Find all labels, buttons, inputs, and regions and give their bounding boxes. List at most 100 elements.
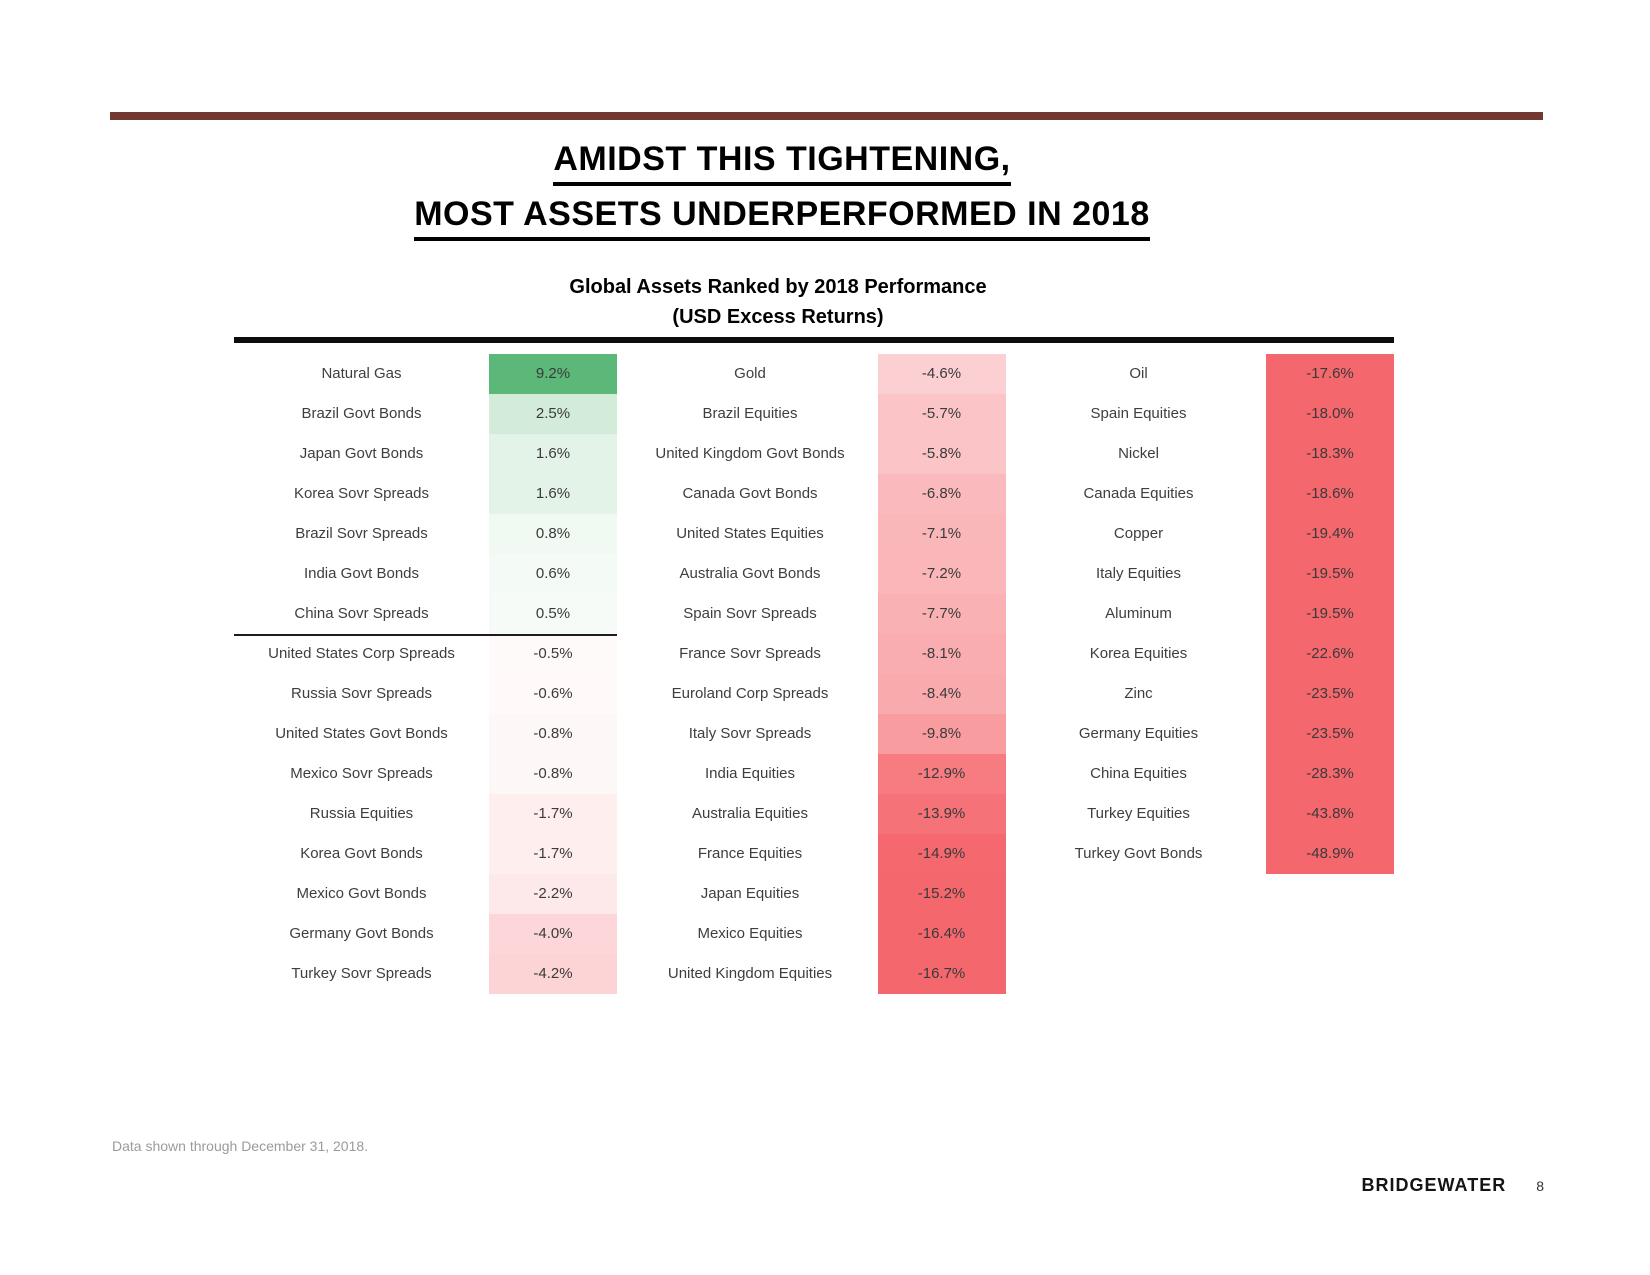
asset-label: Russia Equities	[309, 805, 414, 822]
table-row: Spain Equities -18.0%	[1011, 394, 1394, 434]
table-row: Korea Sovr Spreads 1.6%	[234, 474, 617, 514]
asset-label: Natural Gas	[321, 365, 402, 382]
performance-table: Natural Gas 9.2% Brazil Govt Bonds 2.5% Japa…	[234, 337, 1394, 994]
asset-label: France Equities	[697, 845, 803, 862]
asset-label: Turkey Govt Bonds	[1074, 845, 1203, 862]
asset-label: France Sovr Spreads	[679, 645, 821, 662]
asset-value: -8.1%	[877, 634, 1006, 674]
asset-value: -6.8%	[877, 474, 1006, 514]
asset-label: Brazil Govt Bonds	[301, 405, 422, 422]
table-row: Turkey Equities -43.8%	[1011, 794, 1394, 834]
table-row: Brazil Equities -5.7%	[623, 394, 1006, 434]
table-row: Canada Govt Bonds -6.8%	[623, 474, 1006, 514]
asset-value: 9.2%	[489, 354, 617, 394]
asset-label: Nickel	[1118, 445, 1159, 462]
table-row: Spain Sovr Spreads -7.7%	[623, 594, 1006, 634]
table-row: Korea Equities -22.6%	[1011, 634, 1394, 674]
asset-value: -1.7%	[489, 834, 617, 874]
asset-label: Germany Equities	[1078, 725, 1199, 742]
table-row: Russia Sovr Spreads -0.6%	[234, 674, 617, 714]
asset-label: Euroland Corp Spreads	[671, 685, 829, 702]
chart-header: Global Assets Ranked by 2018 Performance…	[0, 272, 1556, 332]
asset-label: Australia Equities	[692, 805, 808, 822]
asset-value: -2.2%	[489, 874, 617, 914]
zero-line-divider	[234, 634, 617, 636]
table-row: China Sovr Spreads 0.5%	[234, 594, 617, 634]
asset-value: -0.8%	[489, 714, 617, 754]
table-row: Australia Equities -13.9%	[623, 794, 1006, 834]
slide-title-text-2: MOST ASSETS UNDERPERFORMED IN 2018	[414, 195, 1150, 241]
table-row: China Equities -28.3%	[1011, 754, 1394, 794]
asset-value: -8.4%	[877, 674, 1006, 714]
asset-label: Russia Sovr Spreads	[291, 685, 432, 702]
table-row: Brazil Govt Bonds 2.5%	[234, 394, 617, 434]
table-row: France Equities -14.9%	[623, 834, 1006, 874]
table-row: Japan Govt Bonds 1.6%	[234, 434, 617, 474]
asset-value: -4.0%	[489, 914, 617, 954]
asset-label: Aluminum	[1105, 605, 1172, 622]
asset-label: Mexico Govt Bonds	[296, 885, 427, 902]
table-row: United Kingdom Equities -16.7%	[623, 954, 1006, 994]
slide-title-line-2: MOST ASSETS UNDERPERFORMED IN 2018	[0, 195, 1564, 241]
asset-label: United States Corp Spreads	[268, 645, 455, 662]
table-row: Copper -19.4%	[1011, 514, 1394, 554]
table-row: Germany Equities -23.5%	[1011, 714, 1394, 754]
table-column-group-3: Oil -17.6% Spain Equities -18.0% Nickel -18.3…	[1011, 354, 1394, 994]
asset-label: Japan Govt Bonds	[299, 445, 424, 462]
table-row: Aluminum -19.5%	[1011, 594, 1394, 634]
asset-label: United States Govt Bonds	[275, 725, 448, 742]
table-row: United Kingdom Govt Bonds -5.8%	[623, 434, 1006, 474]
table-row: Oil -17.6%	[1011, 354, 1394, 394]
slide-title-line-1: AMIDST THIS TIGHTENING,	[0, 140, 1564, 186]
asset-value: -28.3%	[1266, 754, 1394, 794]
asset-value: -16.7%	[877, 954, 1006, 994]
chart-title: Global Assets Ranked by 2018 Performance	[569, 276, 987, 298]
asset-value: 2.5%	[489, 394, 617, 434]
asset-value: -14.9%	[877, 834, 1006, 874]
asset-label: United Kingdom Govt Bonds	[655, 445, 845, 462]
asset-label: Gold	[734, 365, 766, 382]
asset-label: China Sovr Spreads	[294, 605, 429, 622]
asset-value: -16.4%	[877, 914, 1006, 954]
asset-label: Oil	[1129, 365, 1148, 382]
bridgewater-logo: BRIDGEWATER	[1361, 1175, 1507, 1195]
asset-label: Italy Equities	[1095, 565, 1182, 582]
table-row: Mexico Govt Bonds -2.2%	[234, 874, 617, 914]
asset-label: Turkey Sovr Spreads	[291, 965, 432, 982]
asset-label: Spain Equities	[1090, 405, 1187, 422]
table-row: Gold -4.6%	[623, 354, 1006, 394]
asset-value: 0.8%	[489, 514, 617, 554]
asset-value: -43.8%	[1266, 794, 1394, 834]
asset-label: Japan Equities	[700, 885, 800, 902]
table-column-group-1: Natural Gas 9.2% Brazil Govt Bonds 2.5% Japa…	[234, 354, 617, 994]
asset-value: -22.6%	[1266, 634, 1394, 674]
table-column-group-2: Gold -4.6% Brazil Equities -5.7% United King…	[623, 354, 1006, 994]
footer-right: BRIDGEWATER 8	[1362, 1175, 1544, 1196]
asset-value: -13.9%	[877, 794, 1006, 834]
data-footnote: Data shown through December 31, 2018.	[112, 1138, 369, 1154]
asset-value: 1.6%	[489, 474, 617, 514]
table-row: United States Govt Bonds -0.8%	[234, 714, 617, 754]
asset-label: Germany Govt Bonds	[289, 925, 434, 942]
asset-value: -9.8%	[877, 714, 1006, 754]
table-row: United States Corp Spreads -0.5%	[234, 634, 617, 674]
asset-label: Canada Govt Bonds	[682, 485, 818, 502]
asset-label: United Kingdom Equities	[667, 965, 833, 982]
asset-value: -18.3%	[1266, 434, 1394, 474]
asset-label: Copper	[1113, 525, 1164, 542]
table-row: Italy Sovr Spreads -9.8%	[623, 714, 1006, 754]
asset-label: Canada Equities	[1083, 485, 1194, 502]
asset-value: -4.6%	[877, 354, 1006, 394]
table-row: Japan Equities -15.2%	[623, 874, 1006, 914]
asset-label: Turkey Equities	[1087, 805, 1190, 822]
asset-value: -0.8%	[489, 754, 617, 794]
asset-label: Korea Govt Bonds	[300, 845, 423, 862]
table-row: United States Equities -7.1%	[623, 514, 1006, 554]
table-row: Australia Govt Bonds -7.2%	[623, 554, 1006, 594]
table-row: France Sovr Spreads -8.1%	[623, 634, 1006, 674]
table-row: Turkey Sovr Spreads -4.2%	[234, 954, 617, 994]
asset-value: -18.6%	[1266, 474, 1394, 514]
table-row: Mexico Equities -16.4%	[623, 914, 1006, 954]
asset-value: -1.7%	[489, 794, 617, 834]
